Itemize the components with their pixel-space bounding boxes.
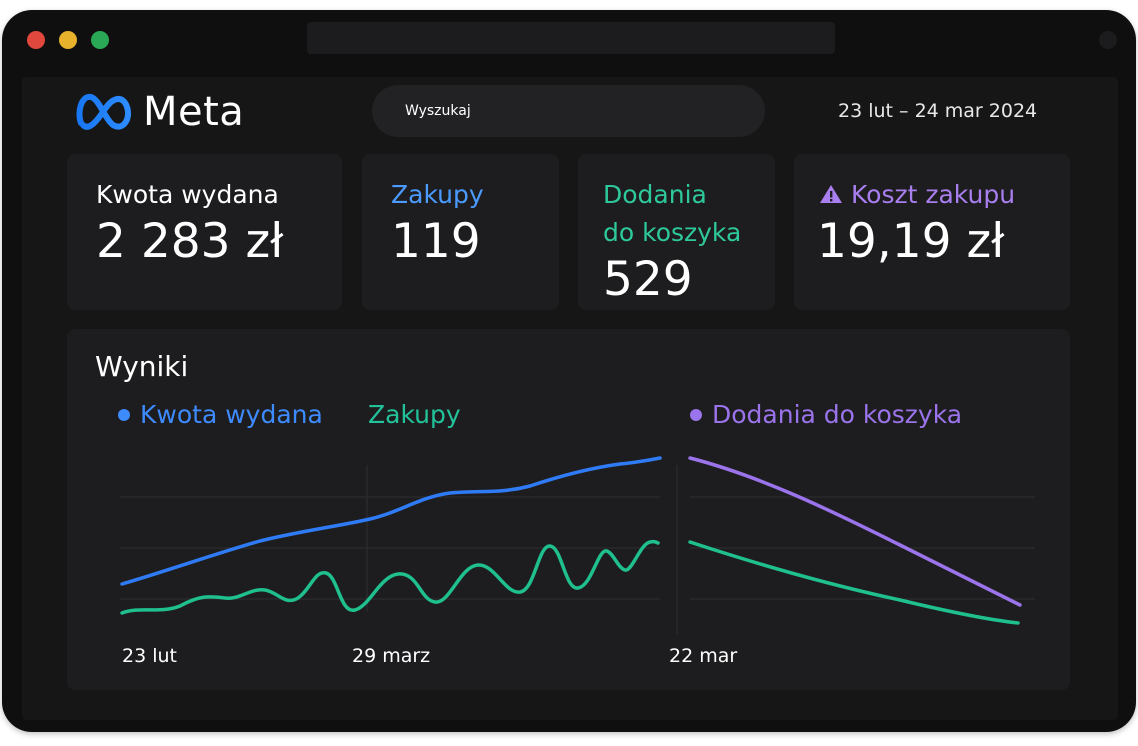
search-placeholder: Wyszukaj bbox=[405, 103, 471, 119]
kpi-label: Dodania do koszyka bbox=[603, 176, 741, 252]
results-panel bbox=[67, 329, 1070, 690]
date-range-picker[interactable]: 23 lut – 24 mar 2024 bbox=[838, 100, 1038, 122]
legend-label: Kwota wydana bbox=[140, 400, 323, 429]
series-line-add-to-cart bbox=[688, 456, 1022, 607]
kpi-label-row: Koszt zakupu bbox=[819, 176, 1015, 214]
meta-logo[interactable]: Meta bbox=[75, 89, 244, 135]
meta-infinity-icon bbox=[76, 93, 131, 130]
kpi-value: 19,19 zł bbox=[817, 214, 1005, 269]
legend-label: Dodania do koszyka bbox=[712, 400, 963, 429]
close-window-button[interactable] bbox=[27, 31, 45, 49]
kpi-card-cost-per-purchase[interactable]: Koszt zakupu 19,19 zł bbox=[794, 154, 1070, 310]
x-tick-label: 22 mar bbox=[669, 645, 738, 667]
kpi-label-line-1: Dodania bbox=[603, 180, 707, 209]
logo-wordmark: Meta bbox=[143, 89, 245, 135]
kpi-value: 119 bbox=[391, 214, 481, 269]
kpi-label: Kwota wydana bbox=[96, 180, 279, 209]
series-line-purchases-continued bbox=[688, 540, 1020, 625]
kpi-value: 2 283 zł bbox=[96, 214, 284, 269]
legend-item-add-to-cart[interactable]: Dodania do koszyka bbox=[690, 400, 962, 429]
camera-icon bbox=[1099, 31, 1117, 49]
kpi-label: Zakupy bbox=[391, 180, 484, 209]
search-input[interactable]: Wyszukaj bbox=[372, 85, 765, 137]
warning-icon bbox=[820, 185, 842, 203]
kpi-card-purchases[interactable]: Zakupy 119 bbox=[362, 154, 559, 310]
kpi-label-line-2: do koszyka bbox=[603, 218, 742, 247]
legend-item-spend[interactable]: Kwota wydana bbox=[118, 400, 323, 429]
maximize-window-button[interactable] bbox=[91, 31, 109, 49]
kpi-label: Koszt zakupu bbox=[851, 180, 1016, 209]
series-line-spend bbox=[120, 456, 662, 586]
address-bar[interactable] bbox=[307, 22, 835, 54]
x-tick-label: 23 lut bbox=[122, 645, 177, 667]
minimize-window-button[interactable] bbox=[59, 31, 77, 49]
kpi-card-spend[interactable]: Kwota wydana 2 283 zł bbox=[67, 154, 342, 310]
legend-label: Zakupy bbox=[368, 400, 461, 429]
legend-dot bbox=[118, 408, 130, 421]
series-line-purchases bbox=[120, 539, 660, 615]
legend-item-purchases[interactable]: Zakupy bbox=[368, 400, 461, 429]
kpi-card-add-to-cart[interactable]: Dodania do koszyka 529 bbox=[578, 154, 775, 310]
legend-dot bbox=[690, 408, 702, 421]
results-title: Wyniki bbox=[95, 350, 189, 383]
kpi-value: 529 bbox=[603, 252, 693, 307]
x-tick-label: 29 marz bbox=[352, 645, 431, 667]
